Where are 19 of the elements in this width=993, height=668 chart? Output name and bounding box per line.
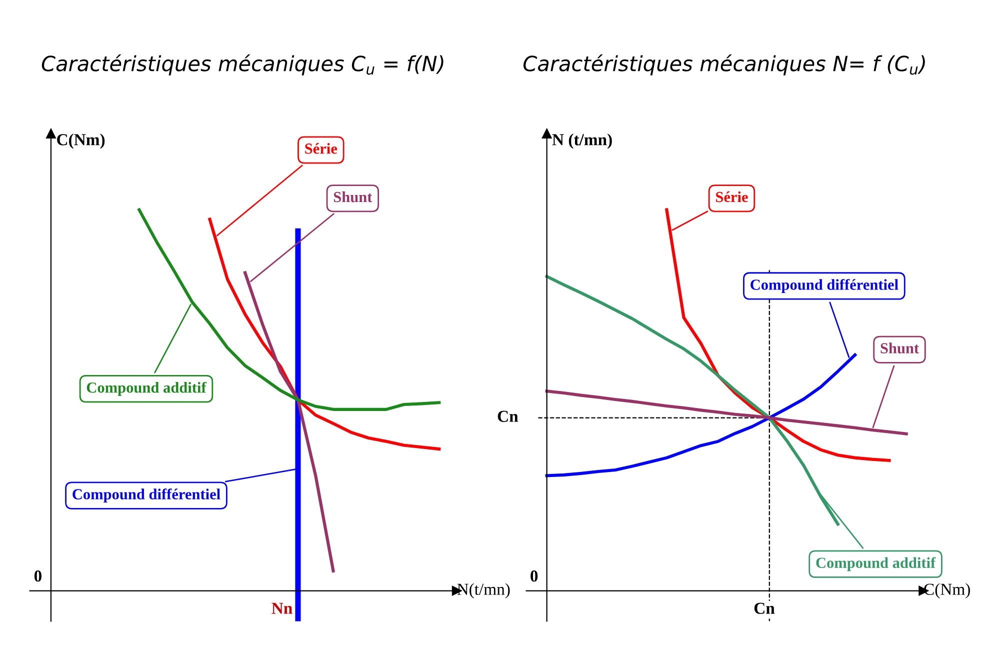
text: Cn (754, 602, 775, 614)
text: Série (305, 143, 338, 154)
chart-title: Caractéristiques mécaniques C$_{u}$ = f(N) (42, 54, 444, 76)
chart-title: Caractéristiques mécaniques N= f (C$_{u}$) (523, 54, 925, 76)
text: Shunt (880, 342, 919, 354)
text: Compound différentiel (750, 278, 898, 293)
y-axis-title: C(Nm) (57, 134, 105, 149)
annotation: Compound différentiel (72, 488, 220, 503)
text: Shunt (334, 191, 372, 202)
x-axis-title: C(Nm) (924, 583, 970, 598)
x-axis-title: N(t/mn) (457, 583, 510, 598)
annotation: 0 (34, 570, 42, 582)
text: Série (716, 191, 748, 202)
text: Compound additif (86, 382, 206, 396)
annotation: 0 (530, 570, 538, 582)
text: Nn (272, 602, 292, 614)
y-axis-title: N (t/mn) (552, 134, 612, 149)
text: Compound additif (816, 557, 936, 572)
ref-line-label: Cn (498, 410, 518, 422)
